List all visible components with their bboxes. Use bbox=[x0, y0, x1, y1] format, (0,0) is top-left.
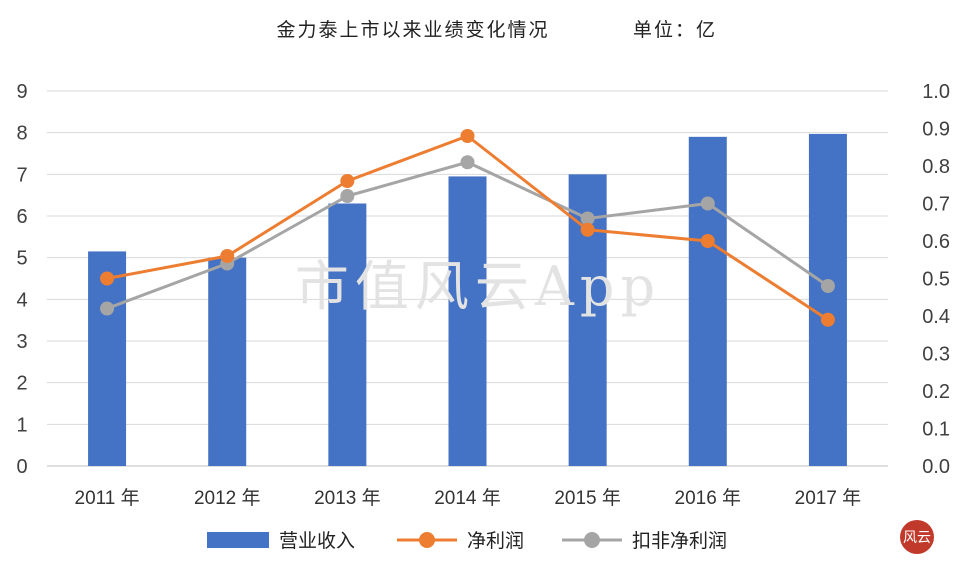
x-tick-label: 2017 年 bbox=[795, 487, 862, 509]
left-tick-label: 0 bbox=[16, 456, 27, 478]
deducted-profit-point bbox=[820, 279, 835, 293]
brand-logo-circle bbox=[900, 520, 934, 554]
legend-marker-deducted-profit bbox=[584, 532, 600, 548]
legend-swatch-revenue bbox=[207, 532, 269, 548]
net-profit-point bbox=[340, 174, 355, 188]
left-tick-label: 7 bbox=[16, 164, 27, 186]
left-axis-ticks: 0 1 2 3 4 5 6 7 8 9 bbox=[16, 81, 27, 478]
left-tick-label: 5 bbox=[16, 248, 27, 270]
net-profit-point bbox=[100, 271, 115, 286]
x-tick-label: 2013 年 bbox=[314, 487, 381, 509]
legend-label-revenue: 营业收入 bbox=[279, 530, 355, 552]
right-tick-label: 0.9 bbox=[922, 119, 950, 141]
revenue-bar bbox=[688, 136, 727, 467]
left-tick-label: 3 bbox=[16, 331, 27, 353]
right-tick-label: 0.0 bbox=[922, 456, 950, 478]
x-axis-ticks: 2011 年 2012 年 2013 年 2014 年 2015 年 2016 年 2017… bbox=[75, 487, 862, 509]
x-tick-label: 2011 年 bbox=[75, 487, 140, 509]
x-tick-label: 2016 年 bbox=[675, 487, 742, 509]
legend-label-deducted-profit: 扣非净利润 bbox=[632, 530, 727, 552]
right-tick-label: 1.0 bbox=[922, 81, 950, 103]
watermark: 市值风云App bbox=[295, 255, 661, 318]
right-axis-ticks: 0.0 0.1 0.2 0.3 0.4 0.5 0.6 0.7 0.8 0.9 1.0 bbox=[922, 81, 950, 478]
x-tick-label: 2012 年 bbox=[194, 487, 261, 509]
right-tick-label: 0.3 bbox=[922, 344, 950, 366]
right-tick-label: 0.1 bbox=[922, 419, 950, 441]
brand-logo: 风云 bbox=[900, 520, 934, 554]
deducted-profit-point bbox=[700, 196, 715, 211]
x-tick-label: 2014 年 bbox=[434, 487, 501, 509]
left-tick-label: 1 bbox=[16, 414, 27, 436]
line-series bbox=[100, 129, 835, 327]
revenue-bar bbox=[88, 251, 127, 466]
net-profit-point bbox=[580, 222, 595, 237]
right-tick-label: 0.8 bbox=[922, 156, 950, 178]
left-tick-label: 4 bbox=[16, 289, 27, 311]
x-tick-label: 2015 年 bbox=[554, 487, 621, 509]
bar-series bbox=[88, 133, 847, 467]
deducted-profit-point bbox=[580, 211, 595, 226]
brand-logo-text: 风云 bbox=[903, 530, 931, 546]
deducted-profit-point bbox=[100, 301, 115, 316]
revenue-bar bbox=[808, 133, 847, 466]
right-tick-label: 0.7 bbox=[922, 194, 950, 216]
left-tick-label: 9 bbox=[16, 81, 27, 103]
legend-label-net-profit: 净利润 bbox=[467, 530, 524, 552]
net-profit-point bbox=[460, 129, 475, 143]
unit-label: 单位：亿 bbox=[633, 19, 717, 41]
net-profit-point bbox=[220, 249, 235, 263]
deducted-profit-point bbox=[340, 189, 355, 203]
revenue-bar bbox=[208, 257, 247, 466]
right-tick-label: 0.5 bbox=[922, 269, 950, 291]
right-tick-label: 0.2 bbox=[922, 381, 950, 403]
left-tick-label: 6 bbox=[16, 206, 27, 228]
left-tick-label: 8 bbox=[16, 123, 27, 145]
legend-marker-net-profit bbox=[419, 532, 435, 548]
deducted-profit-point bbox=[460, 155, 475, 170]
legend: 营业收入 净利润 扣非净利润 bbox=[207, 530, 727, 552]
net-profit-point bbox=[700, 234, 715, 248]
left-tick-label: 2 bbox=[16, 373, 27, 395]
right-tick-label: 0.6 bbox=[922, 231, 950, 253]
chart-title: 金力泰上市以来业绩变化情况 bbox=[276, 19, 549, 41]
revenue-bar bbox=[448, 176, 487, 466]
net-profit-point bbox=[820, 312, 835, 327]
revenue-bar bbox=[328, 203, 367, 466]
right-tick-label: 0.4 bbox=[922, 306, 950, 328]
